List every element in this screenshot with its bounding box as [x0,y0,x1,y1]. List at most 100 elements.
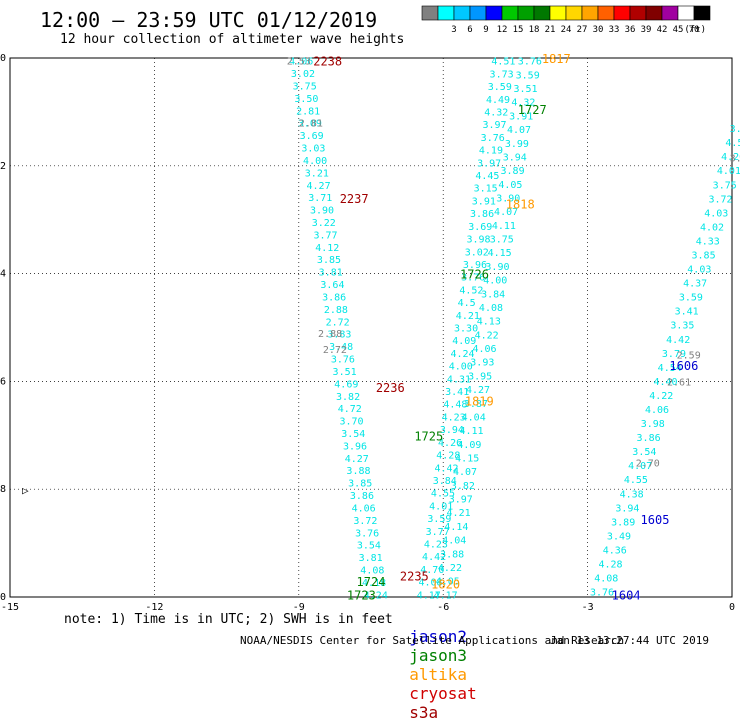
swh-value: 4.08 [419,578,443,589]
swh-value-low: 2.72 [323,345,347,356]
wave-height-map[interactable]: -15-12-9-6-300-2-4-6-8-10▷4.063.023.753.… [0,0,740,650]
swh-value: 3.86 [470,209,494,220]
pass-time-label: 2238 [313,55,342,69]
swh-value: 3.86 [350,491,374,502]
swh-value: 4.33 [696,236,720,247]
swh-value: 3.85 [692,250,716,261]
swh-value: 3.82 [451,481,475,492]
pass-time-label: 1725 [414,429,443,443]
pass-time-label: 1726 [460,268,489,282]
swh-value: 4.32 [511,98,535,109]
chart-subtitle: 12 hour collection of altimeter wave hei… [60,32,405,47]
swh-value: 3.89 [611,517,635,528]
pass-time-label: 1820 [431,578,460,592]
legend-swatch [693,5,711,21]
swh-value: 4.70 [420,565,444,576]
swh-value: 4.05 [436,577,460,588]
color-legend: 3 6 9 12 15 18 21 24 27 30 33 36 39 42 45 70(ft) [421,5,711,35]
y-tick-label: -8 [0,484,6,495]
swh-value: 3.02 [465,247,489,258]
swh-value: 3.76 [518,57,542,68]
swh-value: 3.35 [670,321,694,332]
swh-value: 4.17 [417,590,441,601]
pass-time-label: 1604 [612,588,641,602]
swh-value-low: 2.59 [677,350,701,361]
swh-value: 3.21 [305,168,329,179]
swh-value: 3.86 [322,292,346,303]
swh-value: 4.48 [443,400,467,411]
swh-value: 4.22 [438,563,462,574]
legend-tick-label: 27 [577,25,588,35]
x-tick-label: -12 [145,602,163,613]
swh-value: 4.42 [422,552,446,563]
y-tick-label: -4 [0,269,6,280]
swh-value: 3.98 [466,235,490,246]
swh-value: 3.70 [339,417,363,428]
swh-value: 4.45 [475,171,499,182]
swh-value: 3.98 [641,419,665,430]
x-tick-label: -6 [437,602,449,613]
swh-value: 3.75 [713,180,737,191]
swh-value: 4.08 [479,303,503,314]
swh-value: 3.90 [496,194,520,205]
swh-value: 3.84 [481,289,505,300]
swh-value: 4.21 [447,508,471,519]
swh-value: 4.06 [289,57,313,68]
note-text: note: 1) Time is in UTC; 2) SWH is in fe… [64,612,393,627]
swh-value: 4.55 [431,489,455,500]
swh-value: 3.90 [310,206,334,217]
swh-value: 3.76 [355,528,379,539]
pass-time-label: 1605 [641,513,670,527]
swh-value: 3.30 [454,324,478,335]
swh-value: 4.49 [486,95,510,106]
satellite-jason2: jason2 [409,627,468,646]
swh-value: 3.77 [426,527,450,538]
legend-tick-label: 36 [625,25,636,35]
swh-value: 3.59 [488,82,512,93]
legend-tick-label: 42 [657,25,668,35]
swh-value: 3.03 [301,144,325,155]
swh-value: 3.02 [291,69,315,80]
swh-value: 4.55 [624,475,648,486]
swh-value: 3.41 [675,307,699,318]
legend-tick-label: 12 [497,25,508,35]
swh-value: 4.5 [458,298,476,309]
swh-value: 4.36 [603,545,627,556]
swh-value: 4.42 [434,463,458,474]
swh-value: 4.05 [498,180,522,191]
swh-value: 3.96 [343,441,367,452]
swh-value: 4.23 [424,539,448,550]
swh-value: 3.85 [317,255,341,266]
legend-tick-label: 45 [673,25,684,35]
swh-value: 4.59 [725,138,740,149]
swh-value: 4.14 [444,522,468,533]
swh-value: 4.51 [491,57,515,68]
swh-value: 4.40 [653,377,677,388]
swh-value: 3.50 [294,94,318,105]
swh-value: 4.31 [447,374,471,385]
swh-value-low: 2.88 [318,329,342,340]
swh-value: 3.97 [477,158,501,169]
x-tick-label: 0 [729,602,735,613]
swh-value: 3.87 [464,399,488,410]
swh-value: 4.19 [479,146,503,157]
swh-value: 3.71 [308,193,332,204]
swh-value: 4.54 [658,363,682,374]
swh-value: 3.76 [590,588,614,599]
swh-value: 3.88 [440,549,464,560]
swh-value: 4.09 [452,336,476,347]
swh-value: 3.99 [505,139,529,150]
swh-value-low: 2.81 [299,119,323,130]
swh-value: 4.01 [429,501,453,512]
swh-value: 3.73 [490,69,514,80]
swh-value: 3.01 [730,124,740,135]
swh-value: 4.52 [459,285,483,296]
legend-tick-label: 33 [609,25,620,35]
swh-value: 3.76 [461,273,485,284]
swh-value: 4.15 [455,453,479,464]
satellite-altika: altika [409,665,468,684]
legend-unit: (ft) [684,25,706,35]
chart-title: 12:00 – 23:59 UTC 01/12/2019 [40,8,378,32]
swh-value: 4.32 [484,108,508,119]
swh-value: 3.76 [481,133,505,144]
